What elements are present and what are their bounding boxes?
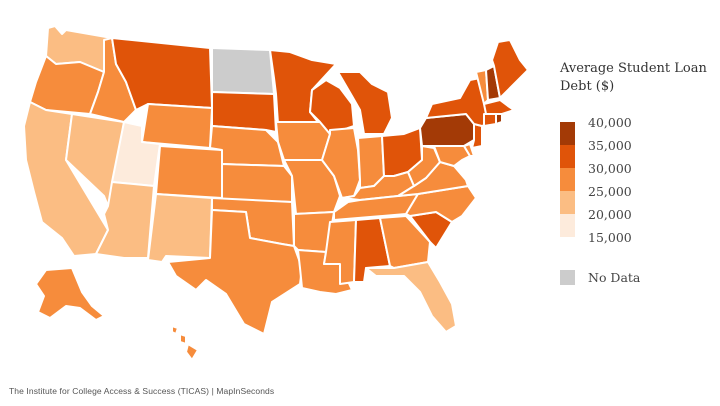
- legend-tick-20000: 20,000: [588, 207, 632, 222]
- legend-swatch-30000: [560, 168, 575, 191]
- legend-title: Average Student Loan Debt ($): [560, 61, 707, 94]
- legend-scale: 40,000 35,000 30,000 25,000 20,000 15,00…: [560, 116, 710, 254]
- state-north-dakota: [211, 47, 275, 95]
- no-data-label: No Data: [588, 270, 641, 285]
- state-iowa: [275, 121, 331, 161]
- source-credit: The Institute for College Access & Succe…: [9, 386, 275, 396]
- state-wisconsin: [309, 79, 355, 135]
- state-alaska: [35, 267, 105, 321]
- state-texas: [167, 209, 303, 335]
- legend-tick-40000: 40,000: [588, 115, 632, 130]
- state-florida: [365, 261, 457, 333]
- no-data-swatch: [560, 270, 575, 285]
- legend-swatch-40000: [560, 122, 575, 145]
- state-south-dakota: [211, 91, 277, 133]
- legend-tick-25000: 25,000: [588, 184, 632, 199]
- state-pennsylvania: [419, 113, 475, 147]
- state-montana: [111, 37, 213, 111]
- state-maine: [491, 39, 529, 99]
- state-massachusetts: [483, 99, 515, 115]
- state-kansas: [221, 163, 293, 203]
- state-michigan: [337, 71, 393, 135]
- legend-tick-15000: 15,000: [588, 230, 632, 245]
- legend-swatch-20000: [560, 214, 575, 237]
- map-legend: Average Student Loan Debt ($) 40,000 35,…: [560, 60, 710, 285]
- legend-swatch-35000: [560, 145, 575, 168]
- state-new-jersey: [471, 123, 483, 149]
- state-hawaii: [171, 325, 199, 361]
- state-rhode-island: [495, 113, 503, 125]
- legend-tick-30000: 30,000: [588, 161, 632, 176]
- state-arizona: [95, 181, 155, 259]
- state-colorado: [155, 145, 223, 199]
- state-delaware: [463, 143, 475, 157]
- legend-no-data: No Data: [560, 270, 640, 285]
- legend-swatch-25000: [560, 191, 575, 214]
- state-new-mexico: [147, 193, 213, 263]
- legend-tick-35000: 35,000: [588, 138, 632, 153]
- state-connecticut: [483, 113, 497, 127]
- state-wyoming: [141, 103, 213, 149]
